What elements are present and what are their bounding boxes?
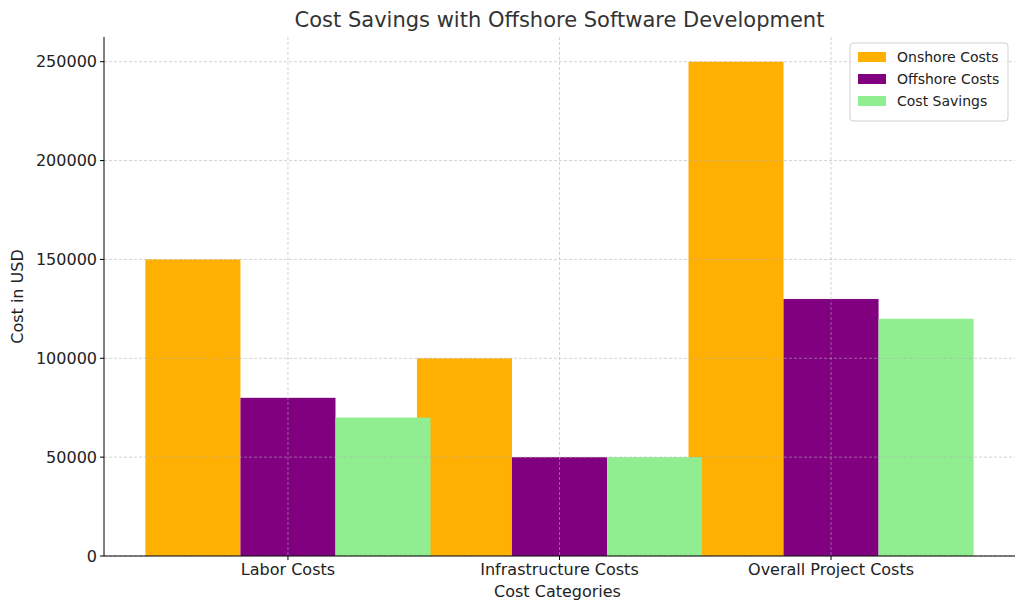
y-tick	[100, 556, 104, 557]
grid-line-x	[559, 37, 560, 556]
legend-label: Onshore Costs	[897, 49, 999, 65]
y-tick	[100, 259, 104, 260]
bar	[335, 418, 430, 556]
x-tick-label: Infrastructure Costs	[480, 560, 638, 579]
legend-swatch	[858, 96, 886, 106]
legend-box	[850, 43, 1008, 121]
grid-line-x	[287, 37, 288, 556]
x-tick-label: Overall Project Costs	[748, 560, 914, 579]
bar	[879, 319, 974, 556]
legend: Onshore Costs Offshore Costs Cost Savings	[850, 43, 1008, 121]
y-tick-label: 100000	[36, 349, 97, 368]
y-tick-label: 0	[87, 547, 97, 566]
y-axis	[104, 37, 105, 556]
y-tick	[100, 358, 104, 359]
bar	[688, 62, 783, 556]
legend-label: Offshore Costs	[897, 71, 999, 87]
x-tick-label: Labor Costs	[241, 560, 335, 579]
x-axis-label: Cost Categories	[494, 582, 621, 601]
bar	[145, 259, 240, 556]
legend-swatch	[858, 74, 886, 84]
y-tick-label: 200000	[36, 151, 97, 170]
title: Cost Savings with Offshore Software Deve…	[295, 8, 825, 32]
y-axis-label: Cost in USD	[8, 249, 27, 344]
chart: Cost Savings with Offshore Software Deve…	[0, 0, 1024, 611]
y-tick-label: 150000	[36, 250, 97, 269]
grid-line-x	[831, 37, 832, 556]
grid	[104, 37, 1015, 556]
bar	[512, 457, 607, 556]
legend-label: Cost Savings	[897, 93, 987, 109]
bar	[607, 457, 702, 556]
y-tick	[100, 457, 104, 458]
legend-swatch	[858, 52, 886, 62]
y-tick-label: 250000	[36, 52, 97, 71]
y-tick	[100, 61, 104, 62]
y-tick-label: 50000	[46, 448, 97, 467]
y-tick	[100, 160, 104, 161]
grid-line	[104, 160, 1015, 161]
